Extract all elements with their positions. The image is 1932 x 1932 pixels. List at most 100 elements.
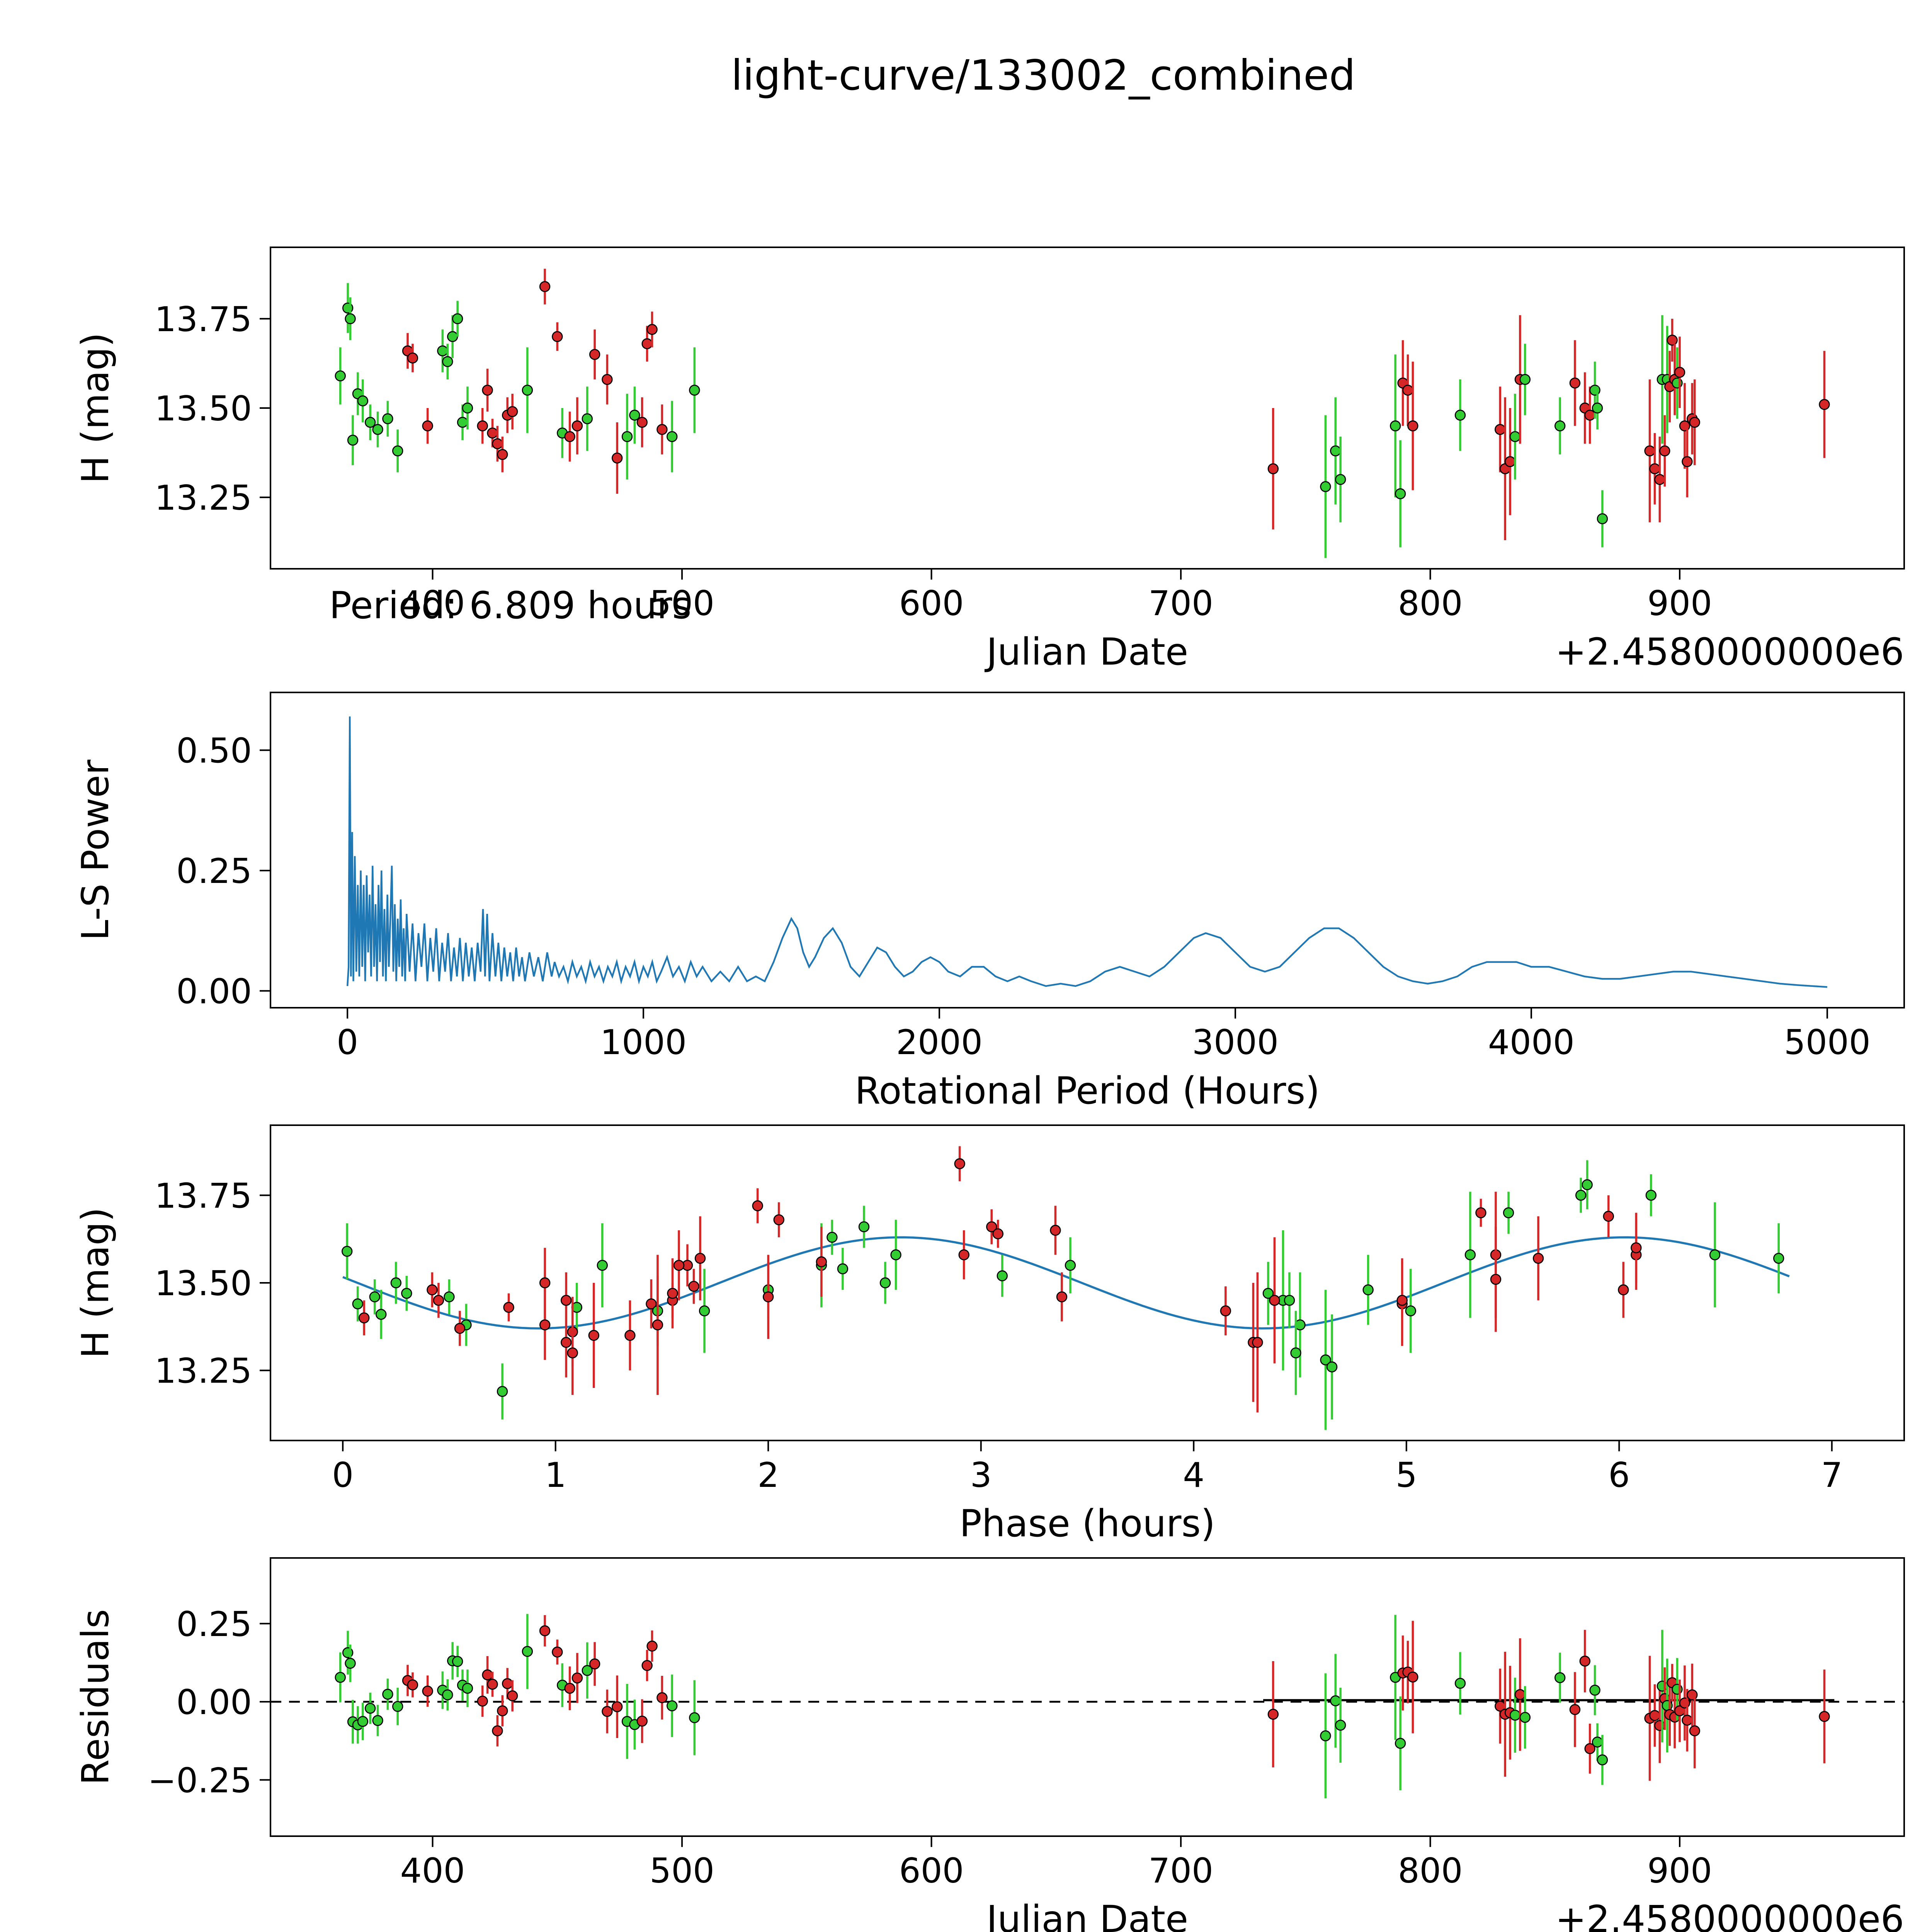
phase-point [1603,1211,1614,1222]
phase-ytick-label: 13.50 [155,1264,252,1303]
phase-point [1362,1284,1374,1296]
lightcurve-point [364,417,376,428]
lightcurve-point [522,384,533,396]
residuals-point [487,1679,498,1690]
lightcurve-point [1554,420,1566,432]
residuals-point [1554,1672,1566,1684]
phase-ytick-label: 13.25 [155,1351,252,1391]
residuals-point [602,1706,613,1717]
lightcurve-point [589,349,600,360]
figure-title: light-curve/133002_combined [731,51,1355,100]
lightcurve-point [1454,410,1466,421]
residuals-point [656,1692,668,1703]
residuals-point [552,1646,563,1658]
lightcurve-point [492,438,503,449]
lightcurve-point [1330,445,1341,457]
phase-point [1252,1337,1263,1348]
residuals-point [357,1716,369,1727]
phase-point [401,1287,412,1299]
phase-point [667,1287,678,1299]
jd-offset-label-top: +2.4580000000e6 [1555,630,1904,673]
panel-residuals-vs-jd: 400 500 600 700 800 900 −0.25 0.00 0.25 Julian Da… [74,1557,1905,1932]
residuals-point [1649,1710,1660,1721]
phase-point [1056,1291,1068,1303]
lightcurve-point [564,431,575,442]
phase-point [444,1291,455,1303]
phase-xtick-label: 3 [970,1455,992,1495]
periodogram-xtick-label: 0 [337,1022,358,1062]
residuals-point [462,1683,473,1694]
residuals-ylabel: Residuals [74,1609,117,1785]
lightcurve-point [1682,456,1693,467]
lightcurve-xtick-label: 400 [400,583,465,623]
lightcurve-point [1689,417,1700,428]
residuals-point [582,1665,593,1676]
phase-point [561,1337,572,1348]
phase-point [427,1284,438,1296]
phase-point [1050,1225,1061,1236]
residuals-xtick-label: 600 [899,1851,964,1891]
residuals-point [571,1672,583,1684]
jd-offset-label-bottom: +2.4580000000e6 [1555,1898,1904,1932]
lightcurve-point [602,374,613,385]
residuals-point [646,1640,658,1652]
phase-point [1631,1242,1642,1253]
residuals-point [1589,1685,1600,1696]
residuals-point [482,1669,493,1680]
lightcurve-point [357,395,369,406]
residuals-point [364,1702,376,1714]
phase-point [997,1270,1008,1282]
lightcurve-xlabel: Julian Date [985,630,1188,673]
phase-point [1405,1305,1416,1316]
lightcurve-point [1819,399,1830,410]
residuals-point [1454,1678,1466,1689]
lightcurve-point [582,413,593,424]
periodogram-xlabel: Rotational Period (Hours) [855,1069,1320,1112]
phase-point [1065,1260,1076,1271]
phase-point [1532,1253,1544,1264]
phase-point [699,1305,710,1316]
residuals-xlabel: Julian Date [985,1898,1188,1932]
residuals-point [1407,1672,1418,1683]
lightcurve-xtick-label: 500 [650,583,714,623]
phase-axes-box [270,1124,1905,1441]
residuals-point [335,1672,346,1683]
lightcurve-point [407,352,418,364]
periodogram-xtick-label: 4000 [1488,1022,1575,1062]
lightcurve-point [656,424,668,435]
phase-point [1475,1207,1486,1218]
residuals-point [636,1716,648,1727]
lightcurve-xtick-label: 700 [1148,583,1213,623]
lightcurve-point [345,313,356,325]
phase-point [433,1295,444,1306]
phase-point [454,1323,466,1334]
lightcurve-point [422,420,433,432]
residuals-point [1579,1655,1590,1667]
phase-point [1618,1284,1629,1296]
residuals-xtick-label: 900 [1647,1851,1712,1891]
residuals-point [1584,1743,1595,1754]
phase-xlabel: Phase (hours) [959,1502,1215,1545]
lightcurve-point [1504,456,1516,467]
lightcurve-point [335,370,346,382]
lightcurve-point [1389,420,1401,432]
lightcurve-point [636,417,648,428]
phase-point [390,1277,402,1289]
phase-point [1220,1305,1231,1316]
phase-point [879,1277,891,1289]
phase-point [1490,1274,1502,1285]
phase-xtick-label: 4 [1183,1455,1204,1495]
phase-point [752,1200,763,1211]
residuals-point [1395,1738,1406,1749]
residuals-point [392,1701,403,1712]
residuals-point [477,1696,488,1707]
lightcurve-xtick-label: 900 [1647,583,1712,623]
periodogram-xtick-label: 3000 [1192,1022,1279,1062]
residuals-point [1509,1709,1521,1721]
residuals-point [1267,1709,1279,1720]
lightcurve-ytick-label: 13.50 [155,389,252,429]
lightcurve-point [437,345,448,357]
residuals-point [382,1689,393,1700]
lightcurve-point [612,452,623,464]
